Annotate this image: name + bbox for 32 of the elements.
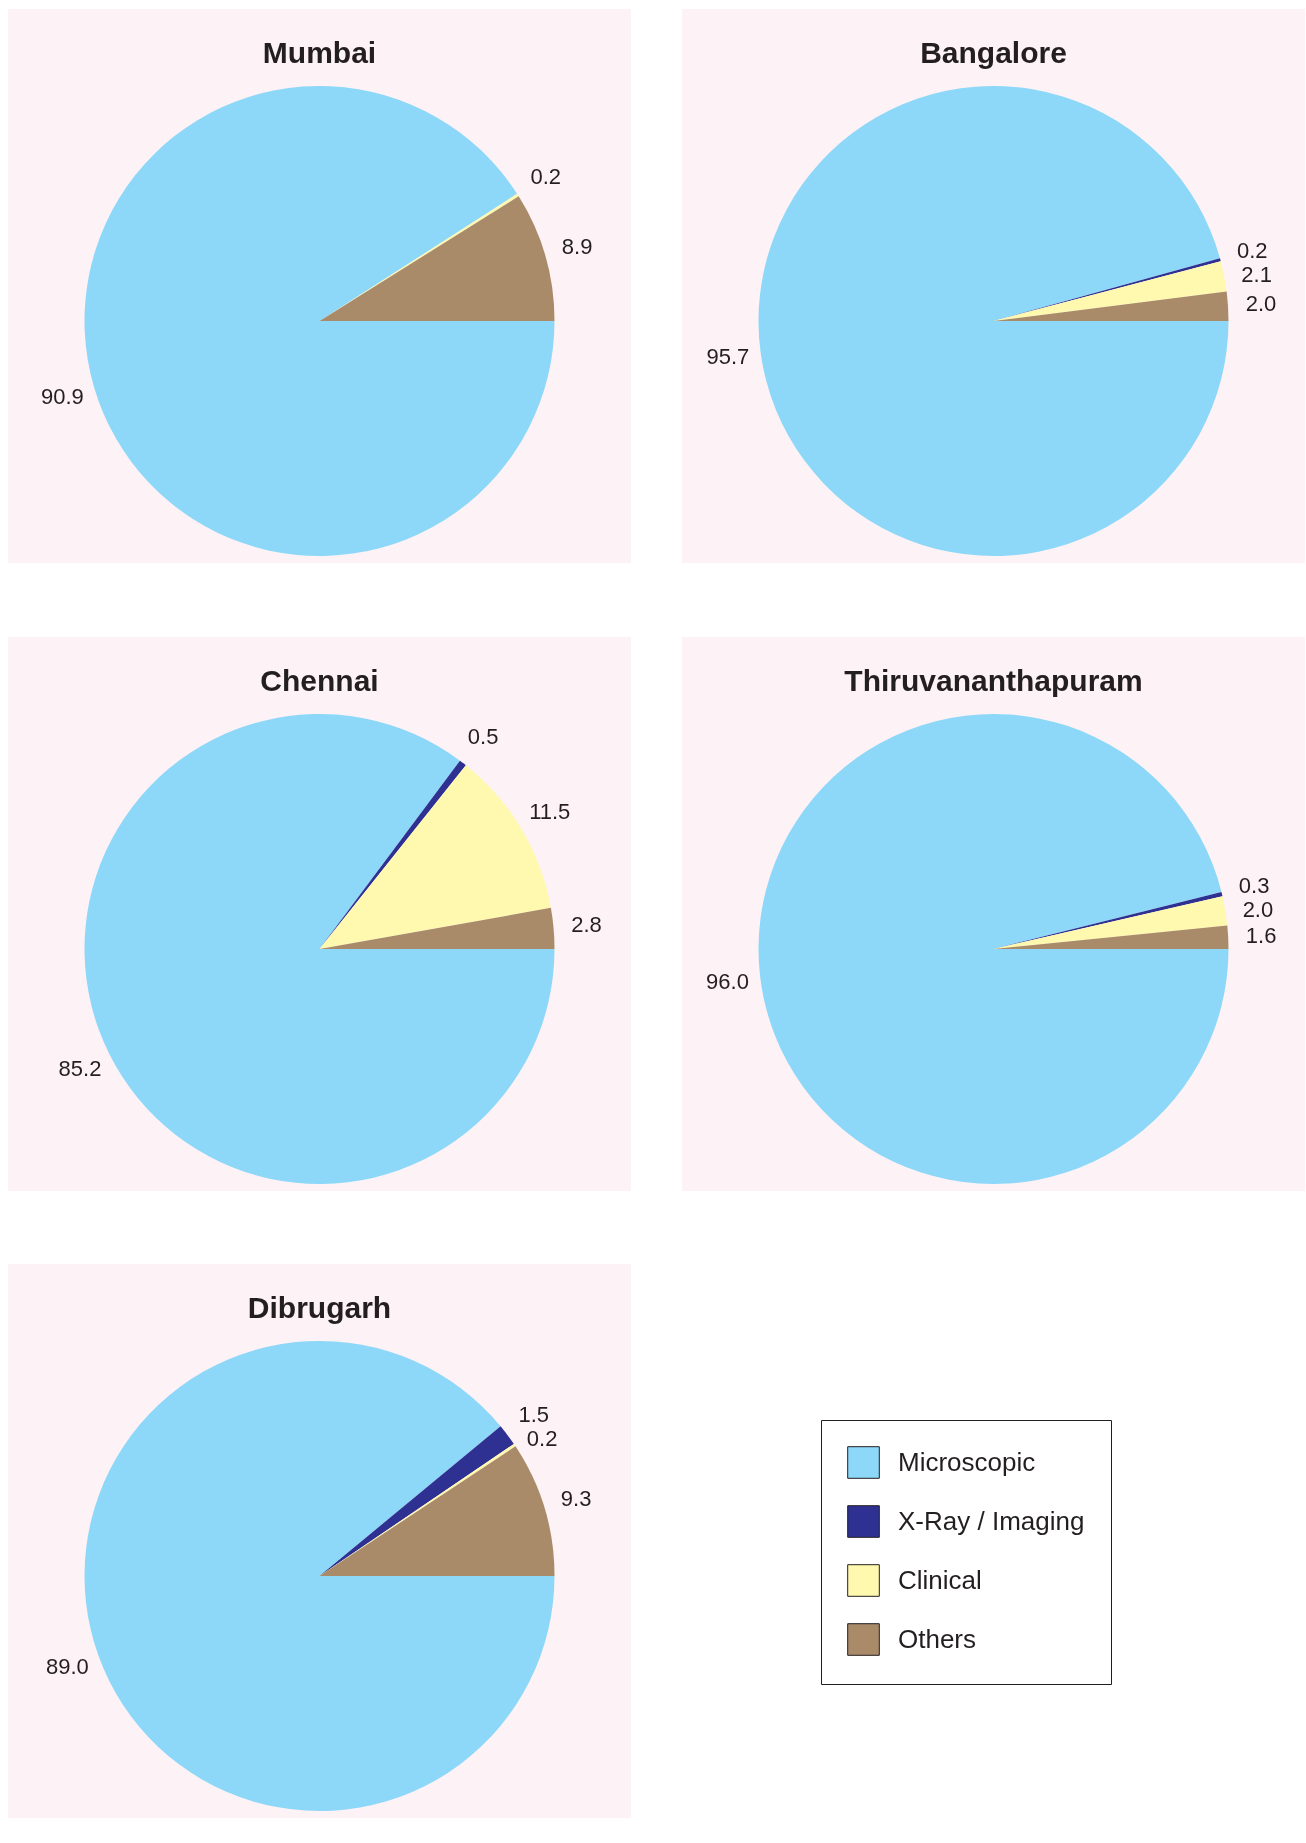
data-label: 2.8 [571,912,602,938]
chart-title: Mumbai [262,36,377,69]
data-label: 11.5 [529,798,571,824]
chart-title: Thiruvananthapuram [844,664,1143,697]
chart-title: Dibrugarh [247,1291,392,1324]
data-label: 96.0 [706,968,749,994]
pie-slice [319,1446,555,1576]
data-label: 8.9 [561,234,593,260]
data-label: 9.3 [560,1485,592,1511]
data-label: 1.5 [518,1402,550,1428]
pie-slice [758,86,1229,556]
data-label: 2.0 [1242,897,1274,923]
data-label: 89.0 [45,1653,89,1679]
chart-title: Chennai [260,664,379,697]
legend-label: X-Ray / Imaging [898,1505,1085,1536]
pie-slice [758,714,1229,1184]
legend-label: Others [898,1623,977,1654]
data-label: 1.6 [1245,922,1277,948]
legend-label: Microscopic [898,1446,1036,1477]
pie-slice [319,907,555,949]
data-label: 85.2 [58,1056,102,1082]
legend-label: Clinical [898,1564,982,1595]
data-label: 0.2 [526,1426,558,1452]
chart-title: Bangalore [920,36,1067,69]
data-label: 0.3 [1238,873,1270,899]
data-label: 2.1 [1241,262,1272,288]
data-label: 95.7 [706,344,750,370]
data-label: 0.2 [530,164,562,190]
data-label: 2.0 [1245,291,1277,317]
data-label: 0.5 [467,723,499,749]
data-label: 0.2 [1236,238,1268,264]
data-label: 90.9 [40,383,84,409]
